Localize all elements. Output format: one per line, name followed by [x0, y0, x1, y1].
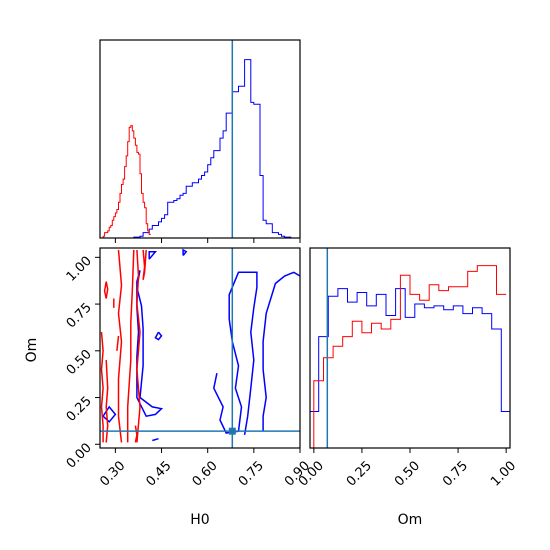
om-x-ticks: 0.00 0.25 0.50 0.75 1.00	[296, 448, 519, 490]
joint-blue-contour-7	[152, 437, 159, 442]
joint-red-contour-7	[136, 249, 141, 443]
h0-histogram-panel	[99, 39, 301, 243]
joint-red-contour-0	[100, 332, 104, 443]
om-histogram-blue	[310, 288, 510, 448]
joint-blue-contour-1	[182, 248, 188, 256]
joint-red-contour-2	[105, 360, 109, 443]
om-x-tick-label-3: 0.75	[440, 458, 471, 489]
joint-x-ticks: 0.30 0.45 0.60 0.75 0.90	[97, 448, 313, 490]
joint-blue-contour-2	[136, 270, 164, 418]
om-x-tick-label-2: 0.50	[392, 458, 423, 489]
h0-histogram-blue	[100, 59, 300, 238]
joint-blue-contour-5	[213, 271, 258, 436]
joint-x-tick-label-2: 0.60	[190, 458, 221, 489]
joint-y-tick-label-4: 1.00	[64, 254, 95, 285]
joint-y-tick-label-3: 0.75	[64, 300, 95, 331]
joint-x-tick-label-1: 0.45	[144, 458, 175, 489]
h0-axis-label: H0	[190, 512, 209, 528]
om-x-tick-label-1: 0.25	[344, 458, 375, 489]
joint-x-tick-label-3: 0.75	[236, 458, 267, 489]
joint-x-tick-label-0: 0.30	[97, 458, 128, 489]
joint-y-ticks: 0.00 0.25 0.50 0.75 1.00	[64, 254, 100, 472]
om-histogram-panel: 0.00 0.25 0.50 0.75 1.00 Om	[296, 247, 519, 528]
joint-contour-panel: 0.30 0.45 0.60 0.75 0.90 0.000.250.500.751.0…	[24, 247, 313, 528]
joint-contour-frame	[99, 247, 301, 449]
joint-y-tick-label-1: 0.25	[64, 394, 95, 425]
joint-red-contour-4	[116, 335, 120, 351]
joint-red-contour-6	[126, 249, 135, 443]
om-histogram-red	[310, 265, 507, 448]
h0-histogram-red	[100, 125, 151, 238]
om-x-tick-label-4: 1.00	[488, 458, 519, 489]
joint-blue-contour-6	[262, 271, 300, 432]
joint-red-contour-8	[142, 249, 147, 280]
joint-blue-contour-3	[154, 331, 163, 341]
om-x-axis-label: Om	[398, 512, 423, 528]
joint-y-tick-label-0: 0.00	[64, 440, 95, 471]
joint-blue-contour-0	[148, 250, 157, 260]
joint-y-tick-label-2: 0.50	[64, 347, 95, 378]
h0-histogram-frame	[99, 39, 301, 239]
joint-truth-marker	[228, 427, 236, 435]
joint-red-contour-9	[134, 425, 138, 443]
joint-red-contour-5	[117, 249, 123, 443]
om-y-axis-label: Om	[24, 338, 40, 363]
h0-histogram-ticks	[114, 238, 301, 243]
joint-blue-contour-4	[102, 405, 117, 423]
joint-red-contour-1	[103, 281, 109, 299]
